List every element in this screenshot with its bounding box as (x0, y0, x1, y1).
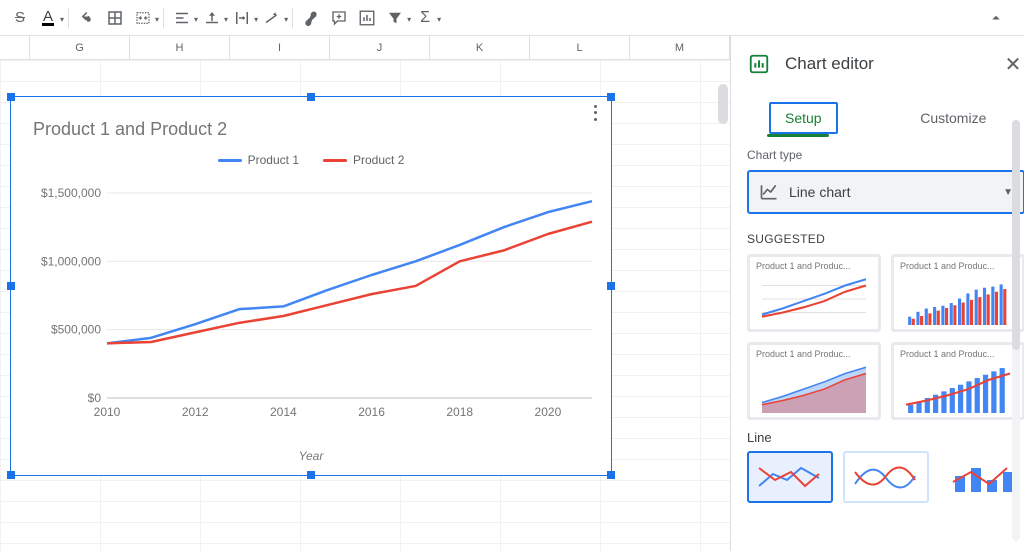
chart-title: Product 1 and Product 2 (33, 119, 227, 140)
chart-menu-icon[interactable] (587, 103, 603, 123)
v-align-icon[interactable] (198, 4, 226, 32)
panel-title: Chart editor (785, 54, 1001, 74)
insert-link-icon[interactable] (297, 4, 325, 32)
column-header[interactable]: H (130, 36, 230, 59)
chart-type-value: Line chart (789, 184, 993, 200)
separator (292, 8, 293, 28)
line-type-thumb[interactable] (747, 451, 833, 503)
tab-customize[interactable]: Customize (874, 100, 1024, 136)
svg-text:2018: 2018 (446, 405, 473, 419)
resize-handle[interactable] (607, 282, 615, 290)
separator (163, 8, 164, 28)
resize-handle[interactable] (607, 471, 615, 479)
chart-editor-panel: Chart editor ✕ Setup Customize Chart typ… (730, 36, 1024, 551)
svg-text:2020: 2020 (535, 405, 562, 419)
text-rotate-icon[interactable] (258, 4, 286, 32)
svg-text:2014: 2014 (270, 405, 297, 419)
line-chart-icon (759, 182, 779, 202)
panel-header: Chart editor ✕ (731, 36, 1024, 92)
legend-item: Product 2 (323, 153, 404, 167)
svg-text:$0: $0 (88, 391, 102, 405)
sheet-scrollbar[interactable] (718, 84, 728, 124)
filter-icon[interactable] (381, 4, 409, 32)
chart-plot: $0 $500,000 $1,000,000 $1,500,000 2010 2012 20… (37, 177, 597, 429)
column-header[interactable]: K (430, 36, 530, 59)
resize-handle[interactable] (7, 282, 15, 290)
functions-dropdown[interactable] (439, 9, 441, 27)
svg-text:2010: 2010 (94, 405, 121, 419)
svg-text:2012: 2012 (182, 405, 209, 419)
strikethrough-icon[interactable]: S (6, 4, 34, 32)
text-color-icon[interactable]: A (34, 4, 62, 32)
chart-legend: Product 1 Product 2 (11, 153, 611, 167)
svg-text:2016: 2016 (358, 405, 385, 419)
suggested-label: SUGGESTED (747, 232, 1024, 246)
legend-item: Product 1 (218, 153, 299, 167)
column-headers: GHIJKLM (0, 36, 730, 60)
functions-icon[interactable]: Σ (411, 4, 439, 32)
panel-scrollbar-thumb[interactable] (1012, 120, 1020, 350)
h-align-icon[interactable] (168, 4, 196, 32)
chart-type-select[interactable]: Line chart ▼ (747, 170, 1024, 214)
resize-handle[interactable] (307, 471, 315, 479)
resize-handle[interactable] (607, 93, 615, 101)
fill-color-icon[interactable] (73, 4, 101, 32)
text-color-dropdown[interactable] (62, 9, 64, 27)
suggested-thumb[interactable]: Product 1 and Produc... (747, 342, 881, 420)
insert-chart-icon[interactable] (353, 4, 381, 32)
suggested-thumb[interactable]: Product 1 and Produc... (891, 342, 1024, 420)
text-wrap-icon[interactable] (228, 4, 256, 32)
column-header[interactable]: J (330, 36, 430, 59)
suggested-thumb[interactable]: Product 1 and Produc... (891, 254, 1024, 332)
borders-icon[interactable] (101, 4, 129, 32)
merge-cells-icon[interactable] (129, 4, 157, 32)
svg-text:$1,500,000: $1,500,000 (41, 186, 101, 200)
spreadsheet-area[interactable]: GHIJKLM Product 1 and Product 2 Product … (0, 36, 730, 551)
line-type-thumb[interactable] (843, 451, 929, 503)
column-header[interactable]: M (630, 36, 730, 59)
insert-comment-icon[interactable] (325, 4, 353, 32)
chart-editor-icon (747, 52, 771, 76)
rotate-dropdown[interactable] (286, 9, 288, 27)
column-header[interactable]: G (30, 36, 130, 59)
resize-handle[interactable] (7, 93, 15, 101)
svg-text:$500,000: $500,000 (51, 323, 101, 337)
column-header[interactable]: L (530, 36, 630, 59)
x-axis-title: Year (11, 449, 611, 463)
chart-type-label: Chart type (747, 148, 1024, 162)
line-section-label: Line (747, 430, 1024, 445)
panel-tabs: Setup Customize (731, 92, 1024, 136)
merge-dropdown[interactable] (157, 9, 159, 27)
close-icon[interactable]: ✕ (1001, 52, 1024, 77)
svg-text:$1,000,000: $1,000,000 (41, 254, 101, 268)
resize-handle[interactable] (7, 471, 15, 479)
resize-handle[interactable] (307, 93, 315, 101)
separator (68, 8, 69, 28)
embedded-chart[interactable]: Product 1 and Product 2 Product 1Product… (10, 96, 612, 476)
collapse-toolbar-icon[interactable] (982, 4, 1010, 32)
toolbar: S A (0, 0, 1024, 36)
column-header[interactable]: I (230, 36, 330, 59)
tab-setup[interactable]: Setup (769, 102, 838, 134)
suggested-thumb[interactable]: Product 1 and Produc... (747, 254, 881, 332)
